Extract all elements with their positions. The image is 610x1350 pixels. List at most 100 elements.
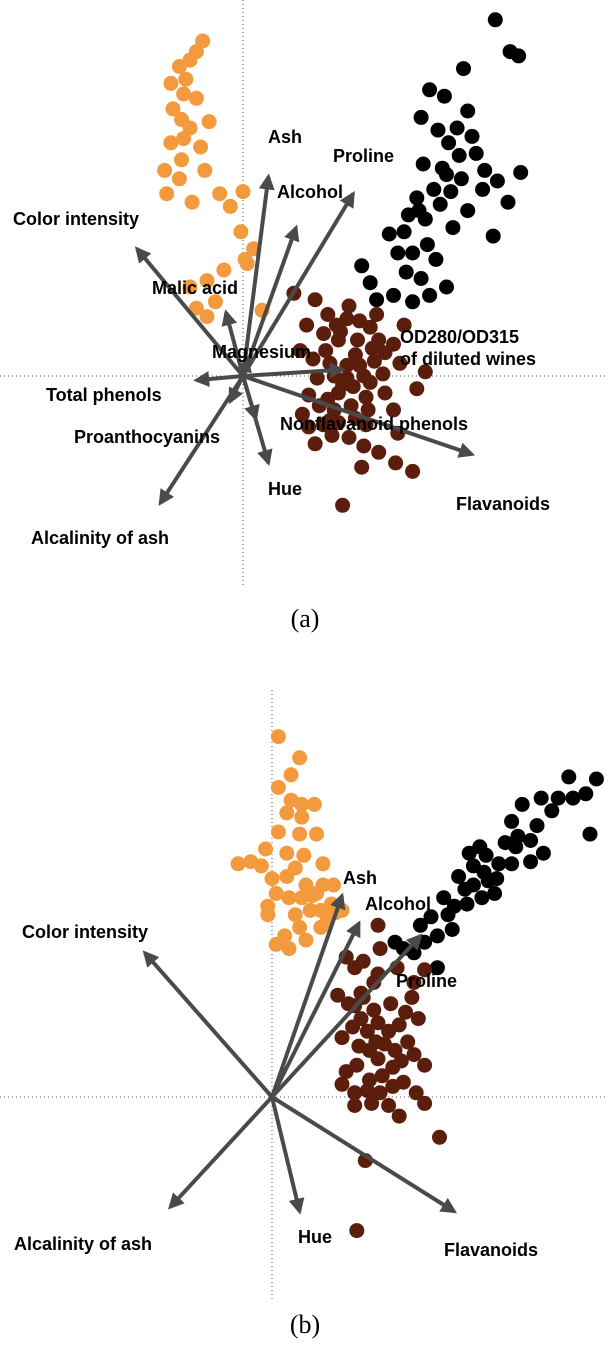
data-point-cluster-1	[315, 856, 331, 872]
data-point-cluster-2	[457, 881, 473, 897]
data-point-cluster-2	[369, 292, 385, 308]
data-point-cluster-3	[294, 406, 310, 422]
data-point-cluster-3	[369, 307, 385, 322]
vector-label-hue: Hue	[268, 479, 302, 499]
data-point-cluster-2	[459, 896, 475, 912]
data-point-cluster-1	[199, 309, 215, 325]
data-point-cluster-3	[356, 438, 372, 454]
data-point-cluster-2	[582, 826, 598, 842]
vector-label-nonflavanoid-phenols: Nonflavanoid phenols	[280, 414, 468, 434]
data-point-cluster-3	[400, 1034, 416, 1050]
data-point-cluster-1	[176, 131, 192, 147]
vector-label-total-phenols: Total phenols	[46, 385, 162, 405]
data-point-cluster-3	[409, 381, 425, 397]
data-point-cluster-1	[222, 198, 238, 214]
data-point-cluster-1	[207, 294, 223, 310]
vector-arrow-hue	[270, 1096, 305, 1215]
data-point-cluster-2	[354, 258, 370, 274]
vector-arrow-total-phenols	[193, 371, 244, 388]
data-point-cluster-2	[451, 148, 467, 163]
data-point-cluster-1	[197, 162, 213, 178]
data-point-cluster-1	[184, 194, 200, 210]
data-point-cluster-3	[417, 1057, 433, 1073]
data-point-cluster-3	[318, 343, 334, 359]
vector-label-proanthocyanins: Proanthocyanins	[74, 427, 220, 447]
data-point-cluster-2	[476, 864, 492, 880]
data-point-cluster-2	[419, 237, 435, 253]
data-point-cluster-1	[294, 796, 310, 812]
data-point-cluster-2	[413, 109, 429, 125]
data-point-cluster-3	[391, 1108, 407, 1124]
data-point-cluster-3	[359, 1083, 375, 1099]
data-point-cluster-3	[410, 1011, 426, 1027]
data-point-cluster-2	[514, 796, 530, 812]
data-point-cluster-2	[426, 181, 442, 197]
data-point-cluster-2	[429, 960, 445, 976]
data-point-cluster-2	[460, 203, 476, 219]
data-point-cluster-3	[406, 1047, 422, 1063]
data-point-cluster-3	[347, 960, 363, 976]
data-point-cluster-2	[439, 279, 454, 295]
data-point-cluster-1	[188, 300, 204, 316]
data-point-cluster-2	[413, 271, 429, 286]
vector-label-magnesium: Magnesium	[212, 342, 311, 362]
data-point-cluster-3	[334, 1030, 350, 1046]
data-point-cluster-2	[523, 854, 539, 870]
data-point-cluster-1	[239, 256, 255, 272]
data-point-cluster-2	[429, 928, 445, 944]
data-point-cluster-1	[279, 805, 295, 821]
data-point-cluster-2	[434, 160, 450, 176]
vector-label-flavanoids: Flavanoids	[444, 1240, 538, 1260]
data-point-cluster-2	[445, 220, 461, 236]
data-point-cluster-1	[163, 135, 179, 151]
data-point-cluster-2	[477, 162, 493, 178]
data-point-cluster-1	[292, 826, 308, 842]
data-point-cluster-3	[343, 398, 359, 414]
data-point-cluster-3	[372, 941, 388, 957]
data-point-cluster-3	[395, 1074, 411, 1090]
data-point-cluster-3	[432, 1129, 447, 1145]
data-point-cluster-2	[489, 871, 505, 887]
data-point-cluster-3	[341, 298, 357, 314]
data-point-cluster-3	[364, 1095, 380, 1111]
data-point-cluster-1	[230, 856, 246, 872]
data-point-cluster-1	[309, 826, 324, 842]
data-point-cluster-2	[474, 890, 490, 906]
data-point-cluster-3	[366, 975, 382, 990]
data-point-cluster-3	[370, 1015, 386, 1031]
data-point-cluster-1	[270, 824, 286, 840]
data-point-cluster-3	[370, 917, 386, 933]
data-point-cluster-2	[381, 226, 397, 242]
data-point-cluster-1	[201, 114, 217, 130]
data-point-cluster-2	[508, 839, 524, 855]
data-point-cluster-3	[335, 497, 351, 513]
data-point-cluster-1	[287, 860, 303, 876]
data-point-cluster-1	[268, 886, 284, 901]
data-point-cluster-1	[157, 162, 173, 178]
data-point-cluster-3	[353, 1011, 369, 1027]
data-point-cluster-1	[298, 932, 314, 948]
data-point-cluster-2	[500, 194, 516, 210]
vector-arrow-alcohol	[270, 920, 361, 1098]
data-point-cluster-2	[422, 287, 438, 303]
data-point-cluster-3	[392, 355, 408, 371]
data-point-cluster-3	[334, 1076, 350, 1092]
data-point-cluster-1	[270, 729, 286, 745]
data-point-cluster-1	[233, 224, 249, 240]
data-point-cluster-3	[328, 317, 344, 333]
data-point-cluster-3	[371, 444, 387, 460]
data-point-cluster-3	[305, 351, 321, 367]
data-point-cluster-3	[386, 336, 401, 352]
data-point-cluster-2	[441, 135, 457, 151]
data-point-cluster-3	[396, 317, 412, 333]
vector-arrow-proline	[241, 190, 355, 378]
data-point-cluster-2	[440, 907, 456, 923]
data-point-cluster-2	[565, 790, 581, 806]
data-point-cluster-2	[588, 771, 604, 787]
data-point-cluster-1	[182, 279, 198, 295]
data-point-cluster-2	[390, 245, 406, 261]
data-point-cluster-1	[306, 796, 322, 812]
data-point-cluster-2	[409, 190, 425, 206]
data-point-cluster-3	[368, 1034, 384, 1050]
